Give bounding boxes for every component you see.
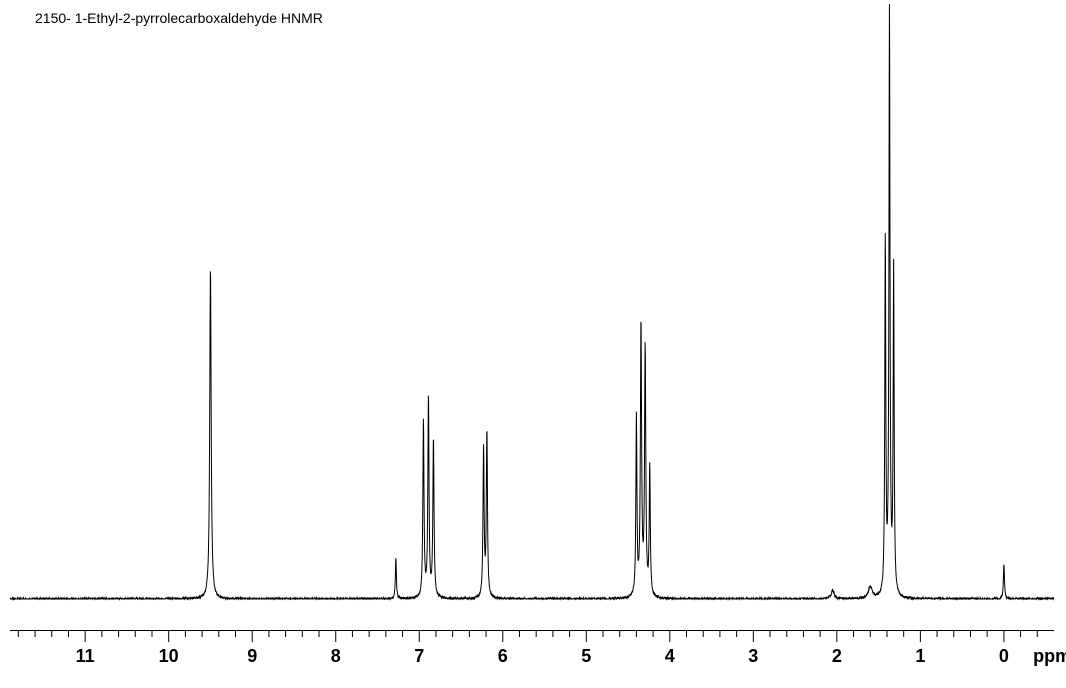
- x-tick-label: 8: [331, 646, 341, 667]
- x-tick-label: 0: [999, 646, 1009, 667]
- x-tick-label: 1: [915, 646, 925, 667]
- x-tick-label: 9: [247, 646, 257, 667]
- x-tick-label: 4: [665, 646, 675, 667]
- x-tick-label: 2: [832, 646, 842, 667]
- nmr-spectrum-plot: [10, 4, 1054, 608]
- x-axis-label: ppm: [1033, 646, 1066, 667]
- spectrum-svg: [10, 4, 1054, 608]
- x-tick-label: 5: [581, 646, 591, 667]
- x-tick-label: 6: [498, 646, 508, 667]
- x-tick-label: 3: [748, 646, 758, 667]
- x-tick-label: 11: [76, 646, 95, 667]
- x-tick-label: 10: [159, 646, 179, 667]
- x-tick-label: 7: [414, 646, 424, 667]
- spectrum-trace: [10, 4, 1054, 599]
